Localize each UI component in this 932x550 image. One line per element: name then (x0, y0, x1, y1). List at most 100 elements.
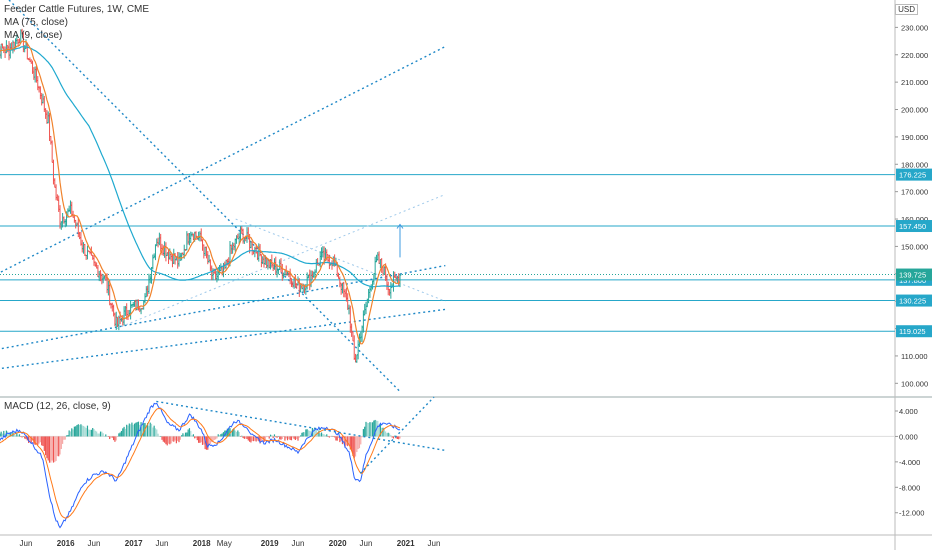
macd-histogram-bar (135, 422, 137, 437)
macd-histogram-bar (51, 436, 53, 461)
macd-legend[interactable]: MACD (12, 26, close, 9) (4, 401, 111, 412)
chart-title: Feeder Cattle Futures, 1W, CME (4, 4, 150, 15)
macd-histogram-bar (220, 434, 222, 437)
macd-histogram-bar (301, 432, 303, 437)
macd-histogram-bar (64, 436, 66, 440)
macd-pane[interactable] (0, 396, 895, 529)
macd-histogram-bar (198, 436, 200, 443)
macd-histogram-bar (276, 436, 278, 438)
macd-histogram-bar (75, 426, 77, 437)
macd-histogram-bar (126, 424, 128, 437)
macd-histogram-bar (322, 433, 324, 437)
macd-histogram-bar (255, 436, 257, 442)
macd-histogram-bar (154, 428, 157, 437)
macd-histogram-bar (187, 429, 189, 437)
y-tick-label: 100.000 (901, 379, 928, 388)
macd-histogram-bar (128, 423, 130, 437)
macd-histogram-bar (72, 429, 74, 437)
macd-y-tick-label: 4.000 (899, 407, 918, 416)
macd-histogram-bar (71, 428, 73, 437)
macd-y-tick-label: -12.000 (899, 509, 924, 518)
price-axis[interactable]: 100.000110.000120.000130.000140.000150.0… (895, 23, 932, 518)
ma75-line[interactable] (0, 46, 401, 288)
ma9-legend[interactable]: MA (9, close) (4, 30, 63, 41)
trend-line[interactable] (235, 218, 446, 302)
macd-histogram-bar (60, 436, 62, 449)
macd-histogram-bar (167, 436, 170, 444)
macd-histogram-bar (39, 436, 41, 443)
macd-histogram-bar (169, 436, 171, 445)
macd-histogram-bar (237, 430, 239, 437)
macd-histogram-bar (47, 436, 49, 461)
macd-histogram-bar (377, 420, 379, 437)
trend-line[interactable] (116, 193, 446, 330)
macd-histogram-bar (84, 426, 86, 437)
macd-histogram-bar (348, 436, 350, 446)
macd-histogram-bar (289, 436, 291, 440)
macd-histogram-bar (298, 436, 300, 438)
macd-histogram-bar (195, 436, 197, 439)
ma9-line[interactable] (0, 40, 401, 345)
macd-histogram-bar (358, 436, 361, 449)
macd-line[interactable] (0, 402, 401, 529)
trend-line[interactable] (0, 264, 446, 351)
macd-histogram-bar (14, 435, 17, 437)
macd-histogram-bar (106, 436, 108, 437)
trend-line[interactable] (8, 0, 401, 393)
macd-histogram-bar (335, 436, 337, 441)
macd-histogram-bar (233, 428, 235, 437)
macd-histogram-bar (224, 430, 226, 437)
price-pane[interactable] (0, 0, 895, 393)
macd-histogram-bar (266, 436, 268, 438)
macd-signal-line[interactable] (0, 407, 401, 519)
macd-histogram-bar (235, 431, 238, 437)
macd-histogram-bar (1, 433, 4, 437)
macd-histogram-bar (320, 432, 323, 437)
trend-line[interactable] (0, 308, 446, 370)
macd-histogram-bar (226, 428, 228, 437)
ma75-legend[interactable]: MA (75, close) (4, 17, 68, 28)
macd-histogram-bar (300, 435, 302, 437)
macd-histogram-bar (52, 436, 55, 463)
y-tick-label: 170.000 (901, 188, 928, 197)
time-axis[interactable]: Jun 2016 Jun 2017 Jun 2018 May 2019 Jun 2020 Jun 20… (20, 539, 441, 548)
macd-histogram-bar (59, 436, 61, 455)
macd-histogram-bar (101, 431, 103, 437)
x-tick-label: Jun (292, 539, 305, 548)
macd-histogram-bar (171, 436, 174, 442)
y-tick-label: 110.000 (901, 352, 928, 361)
macd-histogram-bar (48, 436, 51, 463)
currency-badge[interactable]: USD (895, 4, 918, 15)
x-tick-label: Jun (88, 539, 101, 548)
level-tag (896, 220, 932, 233)
macd-histogram-bar (181, 435, 183, 437)
macd-histogram-bar (67, 435, 69, 437)
macd-histogram-bar (364, 426, 366, 437)
macd-histogram-bar (284, 436, 286, 441)
trend-line[interactable] (0, 45, 446, 277)
macd-histogram-bar (113, 436, 115, 441)
macd-histogram-bar (307, 430, 310, 437)
macd-histogram-bar (395, 436, 397, 439)
macd-histogram-bar (211, 436, 213, 443)
macd-histogram-bar (370, 422, 372, 437)
macd-histogram-bar (150, 423, 153, 437)
macd-histogram-bar (4, 433, 6, 437)
macd-histogram-bar (93, 429, 95, 437)
macd-histogram-bar (153, 425, 155, 437)
macd-histogram-bar (178, 436, 180, 443)
macd-trend-line[interactable] (156, 400, 446, 452)
macd-histogram-bar (313, 428, 315, 437)
macd-histogram-bar (92, 428, 94, 437)
macd-histogram-bar (86, 425, 89, 437)
macd-histogram-bar (43, 436, 45, 451)
macd-histogram-bar (234, 430, 236, 437)
macd-histogram-bar (192, 434, 194, 437)
macd-histogram-bar (273, 434, 276, 437)
macd-histogram-bar (212, 436, 214, 443)
macd-histogram-bar (81, 425, 83, 437)
macd-histogram-bar (152, 427, 154, 437)
y-tick-label: 180.000 (901, 160, 928, 169)
macd-histogram-bar (398, 436, 400, 440)
